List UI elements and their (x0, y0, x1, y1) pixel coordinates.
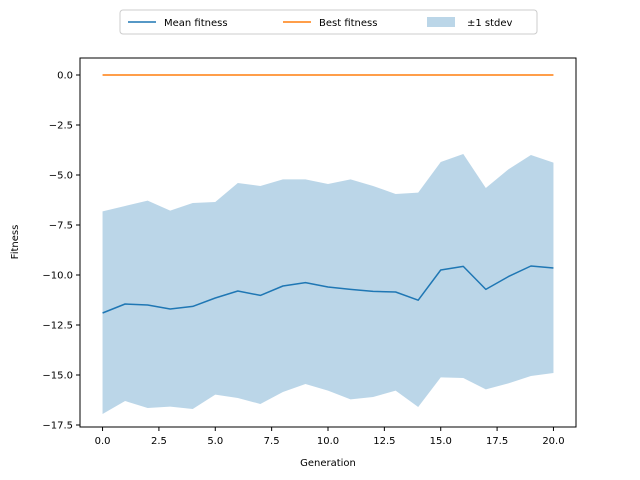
x-tick-label: 2.5 (151, 436, 167, 447)
x-axis: 0.0 2.5 5.0 7.5 10.0 12.5 15.0 17.5 20.0 (95, 427, 565, 447)
plot-area (102, 74, 554, 414)
x-axis-label: Generation (300, 458, 356, 469)
y-tick-label: −2.5 (49, 121, 73, 132)
y-tick-label: −7.5 (49, 221, 73, 232)
y-tick-label: −15.0 (42, 371, 73, 382)
legend-box (119, 9, 538, 35)
y-tick-label: −10.0 (42, 271, 73, 282)
y-axis: 0.0 −2.5 −5.0 −7.5 −10.0 −12.5 −15.0 −17.5 (42, 71, 80, 432)
x-tick-label: 7.5 (264, 436, 280, 447)
legend-swatch-stdev (427, 17, 455, 27)
y-tick-label: −12.5 (42, 321, 73, 332)
y-axis-label: Fitness (10, 225, 21, 260)
series-line-mean-fitness (102, 265, 554, 314)
stdev-band (102, 154, 554, 414)
x-tick-label: 0.0 (95, 436, 111, 447)
x-tick-label: 12.5 (373, 436, 395, 447)
legend-label-stdev: ±1 stdev (467, 18, 513, 29)
x-tick-label: 20.0 (542, 436, 564, 447)
x-tick-label: 5.0 (207, 436, 223, 447)
x-tick-label: 15.0 (430, 436, 452, 447)
x-tick-label: 17.5 (486, 436, 508, 447)
legend: Mean fitness Best fitness ±1 stdev (119, 9, 538, 35)
y-tick-label: −5.0 (49, 171, 73, 182)
legend-label-best-fitness: Best fitness (319, 18, 377, 29)
x-tick-label: 10.0 (317, 436, 339, 447)
legend-label-mean-fitness: Mean fitness (164, 18, 228, 29)
y-tick-label: 0.0 (57, 71, 73, 82)
y-tick-label: −17.5 (42, 421, 73, 432)
